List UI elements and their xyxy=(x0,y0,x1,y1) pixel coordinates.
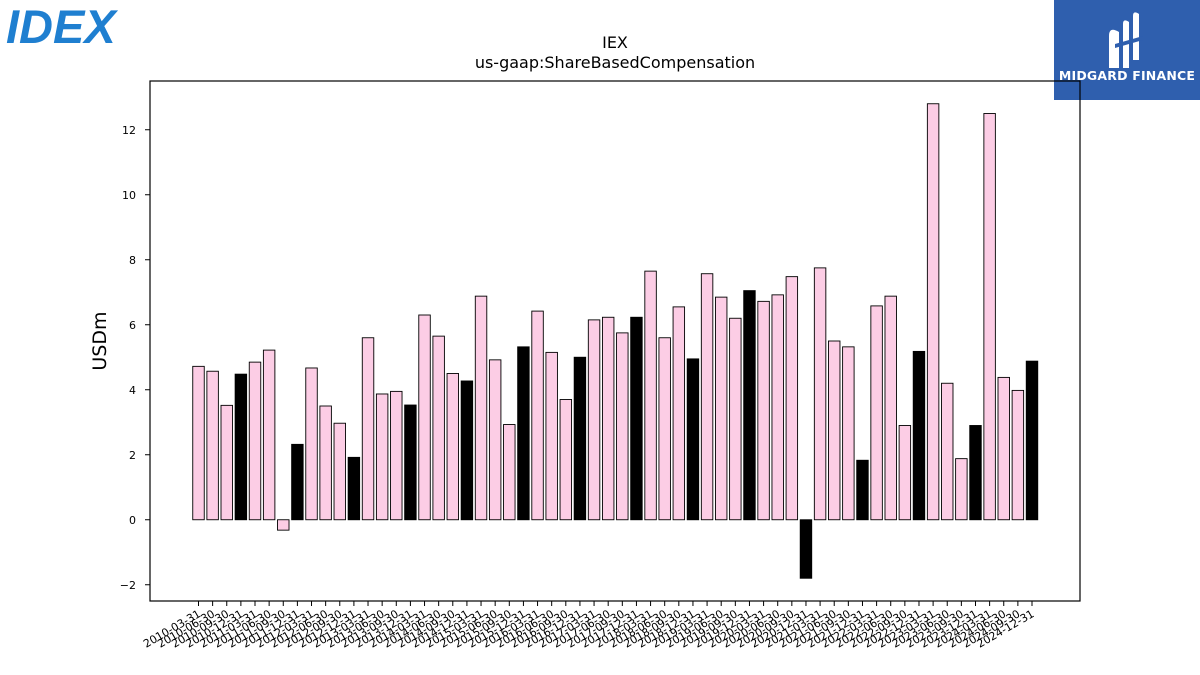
bar-2021-03-31 xyxy=(813,267,827,521)
bar-2021-12-31 xyxy=(856,459,869,521)
bar-2011-12-31 xyxy=(291,443,304,521)
bar-2018-12-31 xyxy=(686,358,700,521)
y-ticks: −2 0 2 4 6 8 10 12 xyxy=(120,124,150,592)
y-tick-label: −2 xyxy=(120,579,136,592)
bar-2019-12-31 xyxy=(743,290,756,521)
bar-2019-09-30 xyxy=(729,317,742,521)
bar-2018-03-31 xyxy=(644,270,657,521)
bar-2024-09-30 xyxy=(1011,389,1025,521)
bar-2014-12-31 xyxy=(460,380,474,521)
bar-2019-03-31 xyxy=(700,273,714,521)
bar-2019-06-30 xyxy=(715,296,728,521)
midgard-finance-logo: MIDGARD FINANCE xyxy=(1054,0,1200,100)
bar-2012-09-30 xyxy=(333,422,346,521)
plot-frame xyxy=(149,80,1081,602)
bar-2010-09-30 xyxy=(220,404,233,521)
bar-2016-06-30 xyxy=(545,351,558,521)
y-tick-label: 2 xyxy=(129,449,136,462)
bar-2012-03-31 xyxy=(305,367,318,521)
bar-2024-12-31 xyxy=(1025,360,1039,521)
bar-2020-12-31 xyxy=(799,519,813,579)
bar-2016-12-31 xyxy=(573,356,587,521)
x-ticks: 2010-03-312010-06-302010-09-302010-12-31… xyxy=(141,601,1037,651)
y-tick-label: 6 xyxy=(129,319,136,332)
bar-2022-09-30 xyxy=(898,425,912,521)
bar-2017-03-31 xyxy=(587,319,601,521)
bar-2020-03-31 xyxy=(757,300,770,521)
bar-2011-03-31 xyxy=(248,361,262,521)
bar-2020-09-30 xyxy=(785,276,799,521)
bar-2022-12-31 xyxy=(912,350,926,521)
bar-2015-06-30 xyxy=(488,359,502,521)
bar-2012-06-30 xyxy=(319,405,332,521)
bar-2024-03-31 xyxy=(983,113,996,521)
y-tick-label: 12 xyxy=(122,124,136,137)
bar-2017-09-30 xyxy=(616,332,629,521)
bar-2011-06-30 xyxy=(262,349,276,521)
bar-2015-09-30 xyxy=(503,424,516,521)
bar-2016-09-30 xyxy=(559,399,573,521)
bar-2014-06-30 xyxy=(432,335,445,521)
bar-2023-03-31 xyxy=(926,103,940,521)
bar-2015-03-31 xyxy=(474,295,488,521)
y-tick-label: 0 xyxy=(129,514,136,527)
idex-logo-text: IDEX xyxy=(6,4,118,48)
bar-2016-03-31 xyxy=(531,310,544,521)
bar-2014-09-30 xyxy=(446,373,459,521)
bar-2010-12-31 xyxy=(234,373,248,521)
bar-2021-09-30 xyxy=(842,346,855,521)
bar-2010-06-30 xyxy=(206,370,219,521)
y-tick-label: 8 xyxy=(129,254,136,267)
bar-2012-12-31 xyxy=(347,456,361,521)
bar-2022-03-31 xyxy=(870,305,883,521)
bar-2013-03-31 xyxy=(361,337,375,521)
bar-2022-06-30 xyxy=(884,295,897,521)
y-axis-label: USDm xyxy=(89,311,111,370)
bar-2017-12-31 xyxy=(630,316,643,521)
bar-2023-12-31 xyxy=(969,425,982,521)
bar-2015-12-31 xyxy=(517,346,530,521)
bar-2023-06-30 xyxy=(941,382,954,521)
bar-2020-06-30 xyxy=(771,294,784,521)
midgard-logo-text: MIDGARD FINANCE xyxy=(1058,68,1196,83)
bar-2013-12-31 xyxy=(404,404,417,521)
bar-2024-06-30 xyxy=(997,376,1010,521)
chart-title: IEX xyxy=(602,33,628,52)
bar-2018-09-30 xyxy=(672,306,686,521)
bar-2017-06-30 xyxy=(601,316,615,521)
idex-logo: IDEX xyxy=(4,0,160,53)
midgard-mark-icon xyxy=(1109,12,1143,68)
bar-2014-03-31 xyxy=(418,314,431,521)
y-tick-label: 4 xyxy=(129,384,136,397)
bar-2013-06-30 xyxy=(375,393,389,521)
bar-2021-06-30 xyxy=(828,340,841,521)
bar-2010-03-31 xyxy=(192,365,205,521)
y-tick-label: 10 xyxy=(122,189,136,202)
bar-2011-09-30 xyxy=(277,519,290,531)
bar-2023-09-30 xyxy=(955,458,968,521)
bars-layer xyxy=(192,103,1039,579)
chart-subtitle: us-gaap:ShareBasedCompensation xyxy=(475,53,755,72)
bar-2013-09-30 xyxy=(390,390,403,521)
bar-2018-06-30 xyxy=(658,337,671,521)
